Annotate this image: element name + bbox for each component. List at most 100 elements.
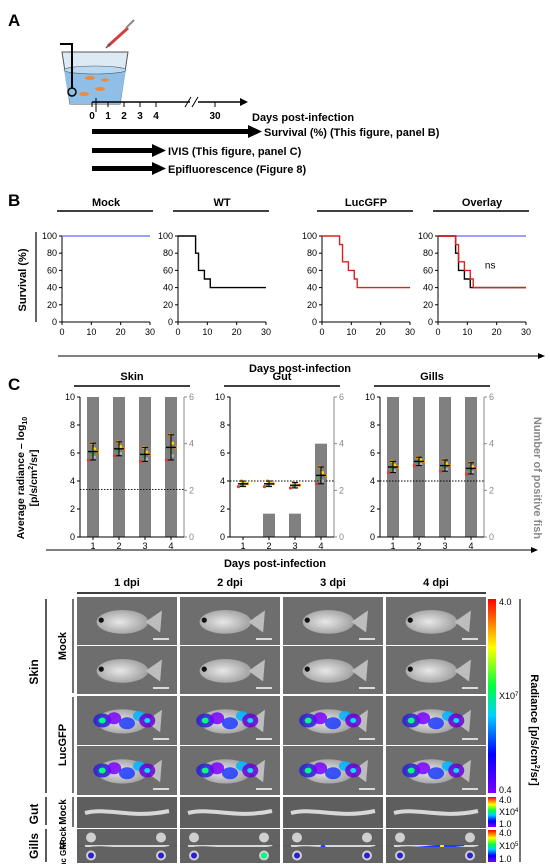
chart-title: Gills <box>420 371 444 383</box>
timeline-tick: 4 <box>153 111 159 122</box>
luminescence-hotspot <box>144 718 151 723</box>
luminescence-signal <box>313 712 328 725</box>
data-point <box>467 468 472 472</box>
gill-tissue <box>156 832 166 843</box>
positive-fish-bar <box>289 513 301 537</box>
scale-exponent-label: X107 <box>499 691 519 701</box>
y-tick-label: 60 <box>47 265 57 275</box>
data-point <box>288 486 293 490</box>
survival-line <box>438 235 526 289</box>
luminescence-hotspot <box>350 718 357 723</box>
fish-body <box>199 659 252 683</box>
y-tick-label: 60 <box>307 265 317 275</box>
left-tick-label: 8 <box>220 420 225 430</box>
fish-eye <box>98 666 104 672</box>
gill-tissue <box>465 832 475 843</box>
radiance-xlabel: Days post-infection <box>224 558 326 570</box>
fish-tail <box>248 659 265 682</box>
timeline-tick: 30 <box>209 111 221 122</box>
data-point <box>92 455 97 459</box>
luminescence-hotspot <box>247 768 254 773</box>
radiance-ylabel-right: Number of positive fish <box>531 417 543 540</box>
luminescence-signal <box>325 717 341 730</box>
luminescence-signal <box>325 767 341 780</box>
survival-xlabel: Days post-infection <box>249 363 351 375</box>
scale-exponent-label: X105 <box>499 841 519 851</box>
panel-c-letter: C <box>8 375 20 394</box>
left-tick-label: 6 <box>220 448 225 458</box>
right-tick-label: 0 <box>489 532 494 542</box>
column-header: 1 dpi <box>114 577 140 589</box>
y-tick-label: 20 <box>307 300 317 310</box>
scale-min-label: 1.0 <box>499 854 512 864</box>
gill-tissue <box>395 832 405 843</box>
y-tick-label: 0 <box>428 317 433 327</box>
fish-eye <box>98 617 104 623</box>
data-point <box>115 449 120 453</box>
luminescence-hotspot <box>98 717 106 724</box>
fish-body <box>302 659 355 683</box>
row-label-mock: Mock <box>57 631 69 660</box>
luminescence-hotspot <box>304 717 312 724</box>
right-tick-label: 2 <box>339 485 344 495</box>
scale-max-label: 4.0 <box>499 597 512 607</box>
data-point <box>167 450 172 454</box>
left-tick-label: 8 <box>370 420 375 430</box>
ivis-image-gills <box>77 847 177 863</box>
ivis-image-gills <box>386 829 486 845</box>
luminescence-signal <box>222 767 238 780</box>
colorbar-skin <box>488 599 496 793</box>
fish-tail <box>248 610 265 633</box>
x-tick-label: 30 <box>405 327 415 337</box>
positive-fish-bar <box>315 443 327 537</box>
gut-tissue <box>84 809 170 816</box>
survival-line <box>438 235 526 289</box>
data-point <box>144 457 149 461</box>
y-tick-label: 100 <box>158 231 173 241</box>
fish-body <box>405 659 458 683</box>
chart-title: Gut <box>273 371 292 383</box>
y-tick-label: 80 <box>307 248 317 258</box>
gill-tissue <box>292 832 302 843</box>
data-point <box>441 465 446 470</box>
x-tick-label: 1 <box>390 541 395 551</box>
x-tick-label: 20 <box>376 327 386 337</box>
fish-body <box>96 610 149 634</box>
chart-title: WT <box>213 197 230 209</box>
y-tick-label: 40 <box>307 283 317 293</box>
arrow-label-survival: Survival (%) (This figure, panel B) <box>264 127 440 139</box>
timeline-label: Days post-infection <box>252 112 354 124</box>
protocol-arrows: Survival (%) (This figure, panel B) IVIS… <box>92 125 440 176</box>
data-point <box>438 469 443 473</box>
luminescence-signal <box>416 762 431 775</box>
data-point <box>170 454 175 458</box>
y-tick-label: 40 <box>163 283 173 293</box>
fish-eye <box>304 617 310 623</box>
left-tick-label: 10 <box>215 392 225 402</box>
group-label-gills: Gills <box>27 833 41 859</box>
ivis-image-gills <box>180 847 280 863</box>
data-point <box>320 479 325 483</box>
luminescence-signal <box>428 767 444 780</box>
luminescence-hotspot <box>144 768 151 773</box>
right-tick-label: 0 <box>189 532 194 542</box>
group-label-gut: Gut <box>27 804 41 825</box>
survival-line <box>178 235 266 289</box>
x-tick-label: 30 <box>261 327 271 337</box>
luminescence-signal <box>294 852 300 859</box>
x-tick-label: 2 <box>266 541 271 551</box>
chart-title: Skin <box>120 371 144 383</box>
left-tick-label: 4 <box>370 476 375 486</box>
luminescence-hotspot <box>407 767 415 774</box>
data-point <box>144 450 149 454</box>
y-tick-label: 0 <box>312 317 317 327</box>
left-tick-label: 10 <box>365 392 375 402</box>
luminescence-hotspot <box>350 768 357 773</box>
ivis-image-gills <box>283 829 383 845</box>
left-tick-label: 10 <box>65 392 75 402</box>
ivis-image-gills <box>180 829 280 845</box>
gut-tissue <box>290 809 376 816</box>
luminescence-hotspot <box>304 767 312 774</box>
colorbar-gut <box>488 797 496 827</box>
